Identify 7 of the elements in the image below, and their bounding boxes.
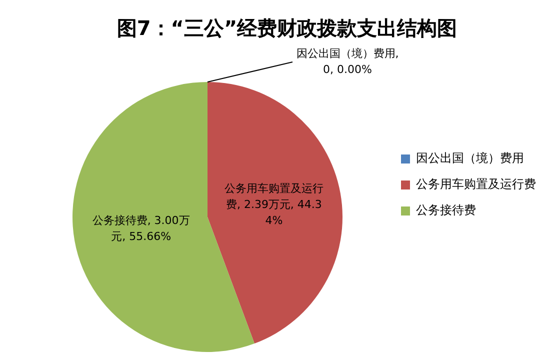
data-label: 公务接待费, 3.00万元, 55.66%: [92, 214, 190, 243]
legend-label: 公务用车购置及运行费: [416, 177, 536, 192]
legend-label: 公务接待费: [416, 203, 476, 218]
legend-label: 因公出国（境）费用: [416, 151, 524, 166]
text: 因公出国（境）费用, 0, 0.00%: [296, 46, 399, 76]
chart-title: 图7：“三公”经费财政拨款支出结构图: [116, 16, 458, 40]
data-label: 公务用车购置及运行费, 2.39万元, 44.34%: [224, 182, 324, 227]
